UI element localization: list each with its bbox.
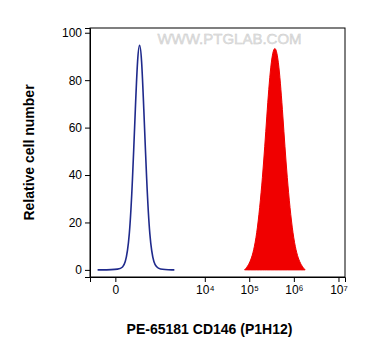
y-tick-mark [85, 80, 90, 81]
x-axis-title: PE-65181 CD146 (P1H12) [127, 321, 293, 337]
x-tick-label: 10⁵ [241, 283, 259, 297]
x-tick: 0 [113, 277, 120, 297]
x-tick-mark [205, 277, 206, 282]
marks [98, 45, 306, 269]
y-tick: 0 [75, 263, 90, 277]
histogram-area [245, 49, 306, 270]
x-tick: 10⁴ [196, 277, 215, 297]
y-tick-mark [85, 175, 90, 176]
y-axis: 0 20 40 60 80 100 [62, 26, 91, 277]
y-tick: 40 [69, 168, 90, 182]
y-axis-title: Relative cell number [21, 84, 37, 221]
y-tick: 20 [69, 216, 90, 230]
y-tick-label: 20 [69, 216, 83, 230]
x-tick: 10⁶ [285, 277, 303, 297]
y-tick-label: 80 [69, 74, 83, 88]
histogram-line [98, 45, 175, 269]
y-tick: 60 [69, 121, 90, 135]
x-tick-mark [115, 277, 116, 282]
x-tick-mark [294, 277, 295, 282]
y-tick-label: 60 [69, 121, 83, 135]
y-axis-line [85, 29, 91, 278]
y-tick-mark [85, 270, 90, 271]
watermark: WWW.PTGLAB.COM [157, 30, 301, 47]
x-tick: 10⁷ [330, 277, 348, 297]
x-tick: 10⁵ [241, 277, 259, 297]
y-tick-mark [85, 128, 90, 129]
y-tick-label: 0 [75, 263, 82, 277]
y-tick: 100 [62, 26, 90, 40]
x-tick-label: 0 [113, 283, 120, 297]
x-axis: 0 10⁴ 10⁵ 10⁶ 10⁷ [91, 277, 348, 297]
plot-frame [90, 28, 345, 277]
y-tick-label: 40 [69, 168, 83, 182]
x-axis-line [91, 278, 346, 283]
y-tick-label: 100 [62, 26, 82, 40]
y-tick-mark [85, 33, 90, 34]
y-tick: 80 [69, 74, 90, 88]
x-tick-label: 10⁴ [196, 283, 215, 297]
x-tick-label: 10⁷ [330, 283, 348, 297]
x-tick-mark [249, 277, 250, 282]
y-tick-mark [85, 222, 90, 223]
x-tick-label: 10⁶ [285, 283, 303, 297]
x-tick-mark [338, 277, 339, 282]
chart: WWW.PTGLAB.COM 0 10⁴ 10⁵ 10⁶ 10⁷ 0 20 40 60 80 100 P… [0, 0, 365, 360]
